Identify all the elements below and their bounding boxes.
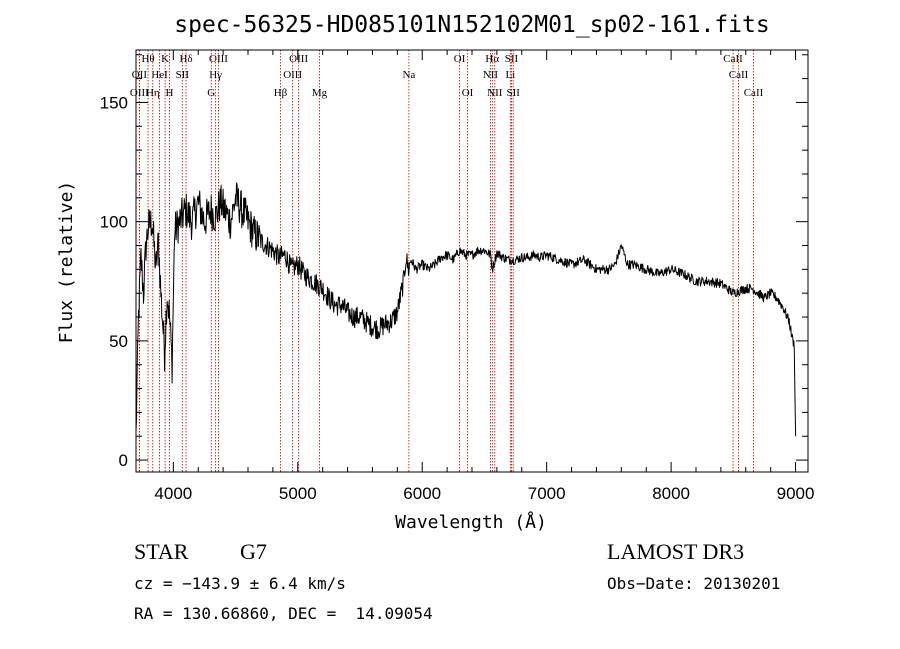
spectral-line-label: HeI — [151, 69, 168, 81]
redshift-velocity: cz = −143.9 ± 6.4 km/s — [134, 574, 346, 593]
star-subclass: G7 — [240, 539, 267, 564]
coordinates: RA = 130.66860, DEC = 14.09054 — [134, 604, 433, 623]
spectral-line-label: SII — [505, 53, 519, 65]
spectral-line-label: CaII — [729, 69, 749, 81]
spectral-line-label: Na — [402, 69, 415, 81]
y-tick-label: 50 — [109, 332, 128, 351]
spectral-line-label: SII — [176, 69, 190, 81]
spectral-line-label: OIII — [283, 69, 302, 81]
spectral-line-label: Hα — [485, 53, 499, 65]
x-axis-label: Wavelength (Å) — [395, 511, 547, 533]
spectral-line-label: Hδ — [179, 53, 192, 65]
y-tick-label: 150 — [100, 93, 128, 112]
survey-label: LAMOST DR3 — [607, 539, 745, 564]
x-tick-label: 8000 — [652, 484, 690, 503]
x-tick-label: 5000 — [279, 484, 317, 503]
x-tick-label: 7000 — [528, 484, 566, 503]
spectral-line-label: H — [165, 87, 173, 99]
spectral-line-label: CaII — [723, 53, 743, 65]
spectral-line-label: Li — [505, 69, 515, 81]
y-tick-label: 0 — [119, 451, 128, 470]
spectrum-series-line — [135, 182, 797, 437]
y-axis-label: Flux (relative) — [56, 181, 77, 344]
spectral-line-label: CaII — [744, 87, 764, 99]
spectral-line-label: Hθ — [141, 53, 154, 65]
x-tick-label: 6000 — [403, 484, 441, 503]
spectral-line-label: Hγ — [209, 69, 222, 81]
spectral-line-label: NII — [487, 87, 503, 99]
observation-date: Obs−Date: 20130201 — [607, 574, 781, 593]
spectral-line-label: Hη — [146, 87, 160, 99]
spectral-line-label: G — [207, 87, 215, 99]
spectral-line-label: Hβ — [274, 87, 288, 99]
y-tick-label: 100 — [100, 213, 128, 232]
spectral-line-label: OI — [454, 53, 466, 65]
x-tick-label: 4000 — [154, 484, 192, 503]
spectral-line-label: SII — [506, 87, 520, 99]
spectral-line-label: OIII — [130, 87, 149, 99]
spectral-line-label: OIII — [289, 53, 308, 65]
plot-frame — [135, 49, 809, 473]
spectral-line-label: Mg — [312, 87, 328, 99]
chart-title: spec-56325-HD085101N152102M01_sp02-161.f… — [174, 12, 769, 38]
star-class: STAR — [134, 539, 189, 564]
spectral-line-label: OI — [462, 87, 474, 99]
x-tick-label: 9000 — [777, 484, 815, 503]
spectral-line-label: NII — [483, 69, 499, 81]
spectral-line-label: OIII — [209, 53, 228, 65]
spectral-line-label: K — [161, 53, 169, 65]
